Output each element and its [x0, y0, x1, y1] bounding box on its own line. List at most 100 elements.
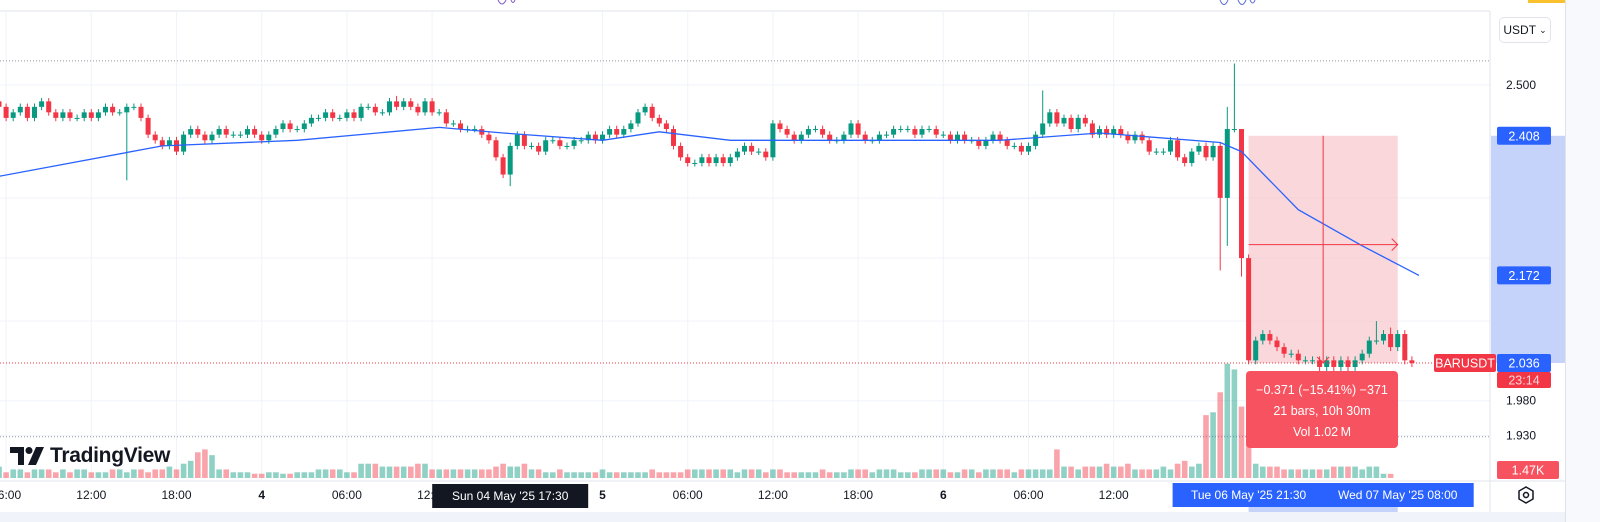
candle — [1068, 114, 1074, 133]
volume-bar — [500, 463, 506, 478]
candle — [1203, 142, 1209, 161]
candle-body — [110, 106, 116, 113]
candle-body — [103, 106, 108, 113]
candle — [1175, 136, 1181, 161]
currency-dropdown-button[interactable]: USDT ⌄ — [1499, 17, 1551, 43]
tradingview-logo[interactable]: TradingView — [10, 444, 170, 468]
candle-body — [88, 112, 94, 118]
settings-icon[interactable] — [1516, 485, 1536, 505]
volume-bar — [308, 472, 315, 478]
candle-body — [798, 134, 804, 141]
candle-body — [947, 134, 953, 141]
bar-countdown-label-bg — [1497, 371, 1551, 388]
volume-bar — [1068, 466, 1074, 478]
candle — [81, 109, 87, 122]
candle-body — [323, 112, 329, 118]
candle — [351, 109, 357, 122]
candle-body — [287, 123, 293, 130]
volume-bar — [337, 469, 343, 478]
volume-bar — [1323, 469, 1330, 478]
candle-body — [273, 129, 279, 135]
candle — [500, 153, 506, 179]
volume-bar — [912, 472, 918, 478]
volume-bar — [216, 469, 222, 478]
volume-bar — [3, 472, 9, 478]
volume-bar — [1153, 469, 1160, 478]
candle — [1267, 330, 1273, 345]
candle-body — [841, 134, 847, 141]
candle-body — [337, 117, 343, 119]
candle-body — [408, 101, 414, 107]
x-tick-label: 12:00 — [76, 488, 106, 502]
candle — [784, 125, 790, 139]
measure-bars: 21 bars, 10h 30m — [1273, 404, 1371, 418]
volume-bar — [670, 472, 677, 478]
candle — [465, 125, 471, 133]
candle-body — [1089, 123, 1095, 135]
candle — [88, 109, 94, 122]
volume-bar — [81, 469, 87, 478]
candle-body — [344, 112, 350, 118]
candle-body — [1054, 112, 1060, 124]
candle — [663, 120, 669, 133]
candle-body — [543, 140, 549, 152]
candle — [472, 125, 478, 133]
candle — [1075, 114, 1081, 133]
candle — [10, 109, 16, 122]
volume-bar — [976, 472, 982, 478]
candle — [117, 109, 123, 116]
volume-bar — [834, 472, 840, 478]
candle — [443, 109, 449, 127]
candle-body — [1274, 340, 1280, 348]
candle — [791, 131, 797, 144]
candle-body — [649, 106, 655, 118]
volume-bar — [926, 469, 932, 478]
candle — [1395, 330, 1401, 352]
candle-body — [656, 117, 662, 124]
candle — [585, 131, 591, 144]
volume-bar — [1274, 466, 1280, 478]
volume-bar — [464, 469, 471, 478]
candle — [798, 131, 804, 144]
volume-bar — [557, 469, 563, 478]
candle — [727, 153, 733, 167]
measure-change: −0.371 (−15.41%) −371 — [1256, 383, 1388, 397]
volume-bar — [187, 460, 194, 478]
candle — [166, 136, 172, 150]
candle-body — [855, 123, 861, 135]
price-chart[interactable]: 2.5002.3002.2002.1001.9801.93006:0012:00… — [0, 0, 1565, 512]
candle-body — [486, 134, 492, 141]
volume-bar — [990, 469, 996, 478]
x-tick-label: 06:00 — [1013, 488, 1043, 502]
volume-bar — [493, 466, 499, 478]
candle — [458, 120, 463, 133]
volume-bar — [1316, 469, 1323, 478]
candle — [316, 114, 321, 122]
candle — [557, 136, 563, 150]
candle — [46, 98, 52, 116]
volume-bar — [223, 469, 229, 478]
candle-body — [905, 129, 911, 131]
candle — [720, 153, 726, 167]
candle-body — [1402, 334, 1408, 361]
candle-body — [252, 129, 258, 135]
candle — [699, 153, 705, 167]
candle — [536, 142, 542, 156]
candle — [1295, 349, 1301, 365]
candle-body — [862, 134, 868, 141]
candle — [884, 131, 889, 139]
candle — [387, 98, 392, 116]
candle-body — [891, 129, 897, 135]
candle-body — [1246, 258, 1252, 361]
volume-bar — [507, 466, 513, 478]
volume-bar — [613, 472, 620, 478]
candle-body — [1310, 360, 1315, 362]
volume-bar — [17, 469, 24, 478]
candle — [1146, 136, 1152, 156]
volume-bar — [1352, 466, 1358, 478]
volume-bar — [741, 469, 748, 478]
candle-body — [1097, 129, 1102, 135]
currency-label: USDT — [1503, 23, 1537, 37]
candle-body — [237, 134, 243, 136]
candle-body — [316, 117, 321, 119]
